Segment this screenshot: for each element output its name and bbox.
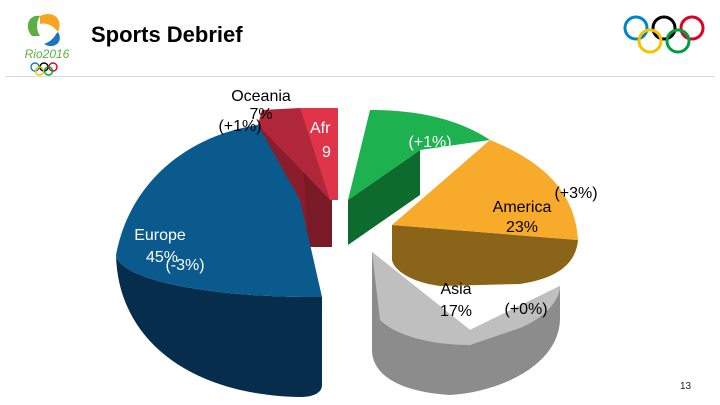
latam-slice-side	[348, 150, 420, 245]
asia-slice	[372, 252, 560, 345]
oceania-value-label: 7%	[249, 106, 272, 123]
oceania-slice	[258, 108, 330, 200]
america-label: America	[493, 199, 552, 216]
america-change-label: (+3%)	[554, 185, 597, 202]
oceania-label: Oceania	[231, 88, 291, 105]
page-number: 13	[680, 381, 692, 392]
asia-value-label: 17%	[440, 303, 472, 320]
page-title: Sports Debrief	[91, 22, 243, 47]
header: Rio2016 Sports Debrief	[0, 0, 720, 80]
america-slice-side	[392, 225, 578, 286]
latam-change-label: (+1%)	[408, 134, 451, 151]
africa-value-label: 9	[322, 144, 331, 161]
asia-slice-side	[372, 252, 560, 395]
latam-slice	[348, 110, 490, 200]
header-divider	[6, 76, 714, 77]
africa-slice	[300, 108, 338, 200]
olympic-rings-icon	[623, 15, 705, 54]
rio-emblem-green	[27, 15, 40, 36]
america-slice	[392, 140, 578, 240]
america-value-label: 23%	[506, 219, 538, 236]
rio-small-rings	[30, 62, 58, 76]
rio2016-logo: Rio2016	[25, 13, 70, 76]
africa-label: Afr	[310, 120, 331, 137]
europe-change-label: (-3%)	[165, 257, 204, 274]
europe-value-label: 45%	[146, 249, 178, 266]
asia-label: Asia	[440, 281, 471, 298]
europe-label: Europe	[134, 227, 186, 244]
europe-slice-side	[116, 255, 322, 397]
rio-emblem-orange	[40, 13, 60, 32]
oceania-change-label: (+1%)	[218, 118, 261, 135]
asia-change-label: (+0%)	[504, 301, 547, 318]
rio-logo-text: Rio2016	[25, 47, 70, 61]
rio-emblem-blue	[44, 32, 60, 47]
europe-slice	[116, 125, 322, 298]
